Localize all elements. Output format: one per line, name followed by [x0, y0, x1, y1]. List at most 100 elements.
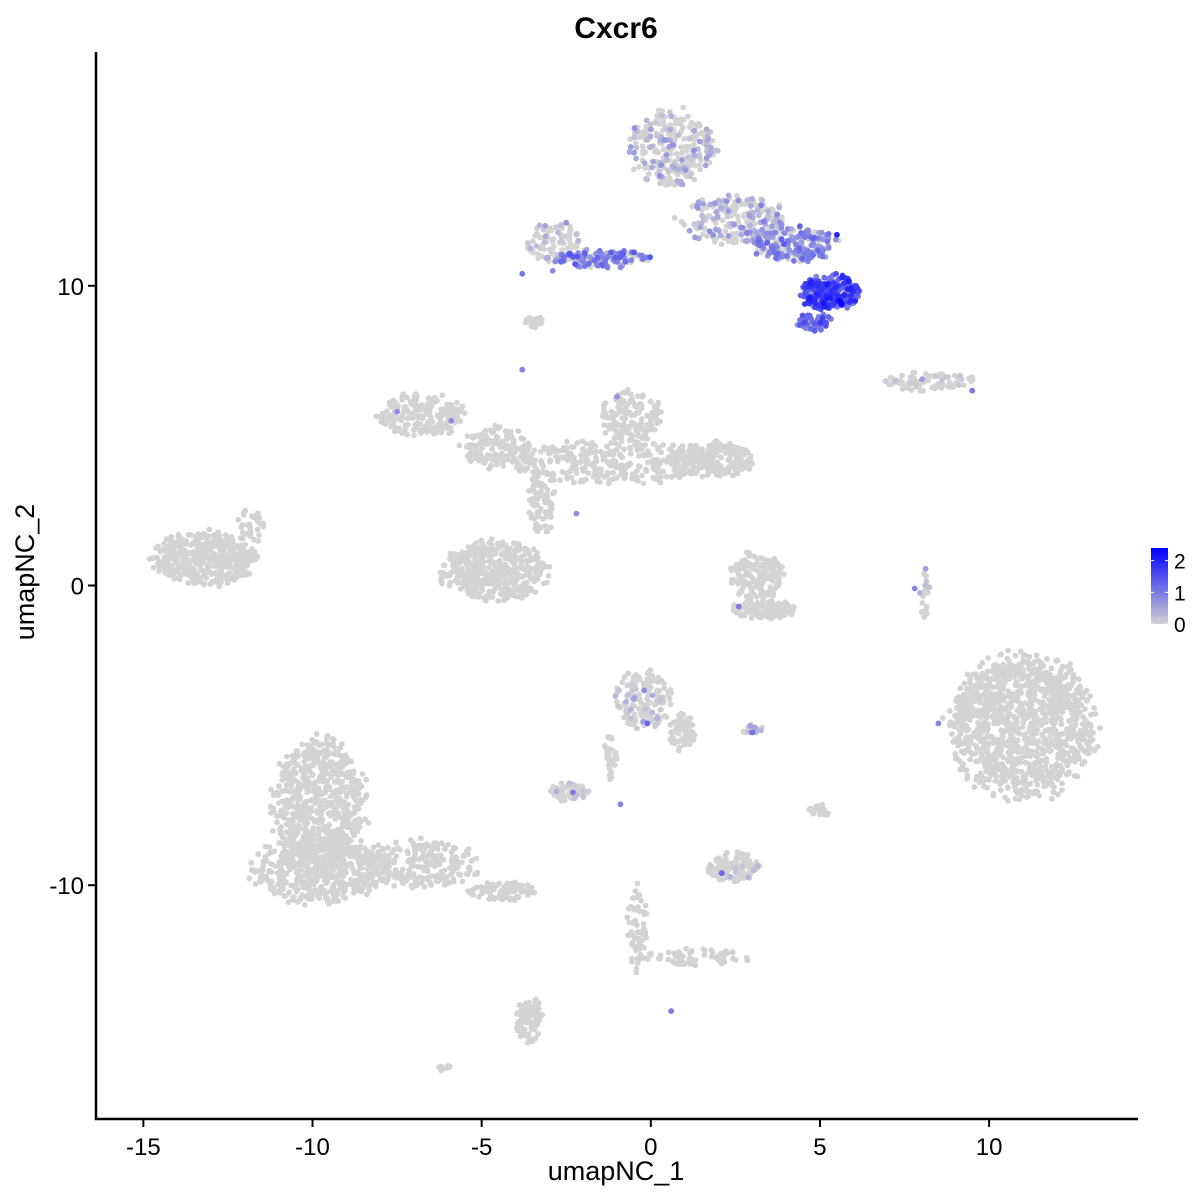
- cell-point: [1052, 764, 1058, 771]
- cell-point: [691, 446, 697, 453]
- cell-point: [1012, 726, 1019, 733]
- cell-point: [618, 471, 625, 477]
- cell-point: [548, 524, 554, 531]
- cell-point: [276, 783, 282, 790]
- cell-point: [510, 540, 517, 547]
- cell-point: [730, 239, 737, 246]
- cell-point: [305, 767, 312, 774]
- cell-point: [709, 137, 716, 144]
- cell-point: [760, 609, 767, 615]
- cell-point: [1058, 699, 1064, 706]
- cell-point: [1016, 730, 1023, 737]
- cell-point: [661, 713, 668, 719]
- cell-point: [1072, 691, 1078, 698]
- cell-point: [759, 601, 766, 608]
- cell-point: [734, 849, 741, 855]
- cell-point: [1022, 759, 1029, 766]
- cell-point: [601, 422, 607, 428]
- cell-point: [999, 734, 1006, 741]
- cell-point: [715, 446, 722, 453]
- cell-point: [1014, 780, 1021, 786]
- cell-point: [1034, 766, 1041, 773]
- cell-point: [919, 600, 926, 606]
- cell-point: [1071, 746, 1077, 753]
- cell-point: [574, 439, 581, 446]
- cell-point: [639, 394, 646, 400]
- cell-point: [398, 415, 405, 422]
- cell-point: [653, 416, 660, 423]
- cell-point: [492, 550, 499, 557]
- cell-point: [462, 553, 469, 560]
- cell-point: [737, 561, 743, 568]
- cell-point: [548, 250, 555, 256]
- cell-point: [971, 730, 978, 736]
- cell-point: [991, 715, 998, 722]
- cell-point: [602, 743, 608, 749]
- cell-point: [645, 700, 652, 707]
- cell-point: [1070, 679, 1076, 685]
- cell-point: [756, 561, 763, 568]
- cell-point: [544, 528, 551, 535]
- cell-point: [156, 568, 163, 574]
- cell-point: [668, 729, 675, 736]
- cell-point: [652, 475, 659, 481]
- cell-point: [1066, 669, 1072, 675]
- cell-point: [969, 671, 976, 678]
- cell-point: [1088, 711, 1094, 718]
- cell-point: [635, 134, 642, 141]
- cell-point: [713, 451, 720, 458]
- cell-point: [539, 462, 546, 469]
- cell-point: [532, 232, 539, 239]
- cell-point: [1012, 652, 1019, 659]
- cell-point: [690, 735, 697, 742]
- cell-point: [967, 676, 973, 683]
- cell-point: [359, 771, 366, 777]
- cell-point: [1016, 796, 1023, 803]
- cell-point: [228, 544, 234, 550]
- cell-point: [619, 454, 626, 461]
- cell-point: [1019, 724, 1026, 731]
- cell-point: [1005, 693, 1012, 700]
- cell-point: [457, 418, 464, 425]
- cell-point: [973, 758, 979, 765]
- cell-point: [505, 569, 511, 576]
- cell-point: [687, 739, 693, 746]
- cell-point: [526, 488, 532, 494]
- cell-point: [547, 503, 554, 509]
- cell-point: [681, 136, 687, 142]
- cell-point: [659, 108, 665, 114]
- cell-point: [583, 440, 589, 447]
- cell-point: [712, 872, 719, 879]
- cell-point: [920, 387, 926, 394]
- cell-point: [239, 521, 246, 528]
- cell-point: [524, 465, 531, 472]
- cell-point: [965, 688, 972, 695]
- cell-point: [743, 863, 750, 869]
- cell-point: [1024, 673, 1030, 680]
- cell-point: [979, 692, 986, 698]
- cell-point: [977, 770, 984, 777]
- cell-point: [1081, 716, 1088, 723]
- cell-point: [216, 577, 223, 584]
- cell-point: [508, 576, 515, 582]
- cell-point: [985, 777, 992, 783]
- cell-point: [278, 824, 284, 830]
- cell-point: [172, 558, 179, 565]
- cell-point: [527, 585, 534, 591]
- cell-point: [1059, 694, 1066, 701]
- cell-point: [219, 538, 226, 544]
- cell-point: [224, 555, 231, 561]
- cell-point: [998, 727, 1005, 734]
- cell-point: [208, 570, 215, 576]
- cell-point: [613, 446, 620, 453]
- cell-point: [700, 231, 706, 238]
- cell-point: [1044, 656, 1050, 662]
- cell-point: [548, 514, 554, 520]
- cell-point: [1055, 732, 1061, 739]
- cell-point: [486, 466, 492, 472]
- cell-point: [1026, 688, 1032, 695]
- cell-point: [959, 700, 965, 706]
- cell-point: [630, 166, 637, 173]
- cell-point: [531, 462, 538, 469]
